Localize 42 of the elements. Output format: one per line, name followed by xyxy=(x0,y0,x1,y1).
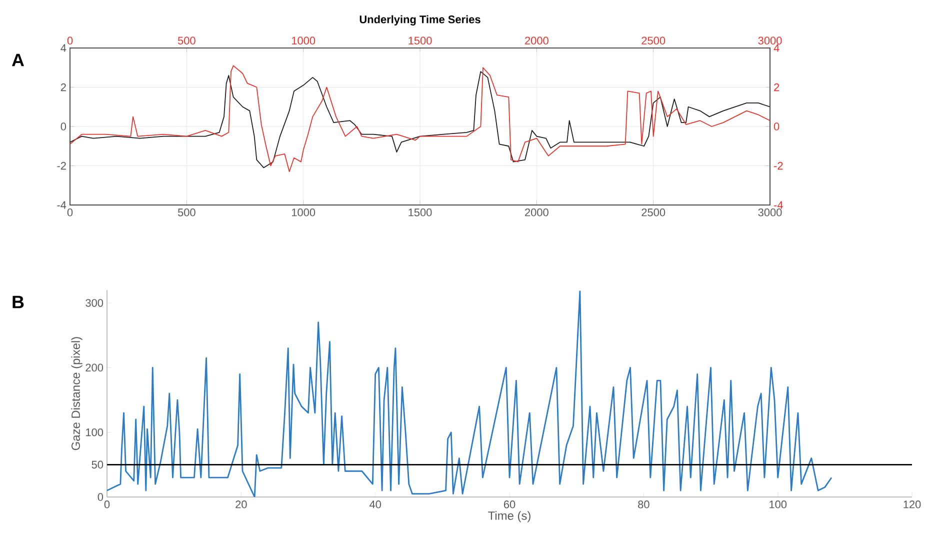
x-tick-label: 80 xyxy=(638,500,650,508)
x-tick-label: 500 xyxy=(178,36,196,44)
x-tick-label: 60 xyxy=(504,500,516,508)
text: A xyxy=(12,54,24,66)
y2-tick-label: -2 xyxy=(774,162,783,170)
x-tick-label: 20 xyxy=(236,500,247,508)
x-tick-label: 0 xyxy=(104,500,110,508)
y-tick-label: 200 xyxy=(86,364,104,372)
x-tick-label: 0 xyxy=(67,36,73,44)
y-tick-label: -2 xyxy=(57,162,66,170)
line-series xyxy=(107,290,832,497)
y2-tick-label: 2 xyxy=(774,83,780,92)
y2-tick-label: -4 xyxy=(774,201,783,209)
y-axis-title: Gaze Distance (pixel) xyxy=(71,337,82,450)
y-tick-label: 4 xyxy=(60,44,66,52)
x2-tick-label: 1500 xyxy=(408,208,432,216)
chart-title: Underlying Time Series xyxy=(360,15,480,26)
x-tick-label: 120 xyxy=(904,500,921,508)
x2-tick-label: 0 xyxy=(67,208,73,216)
x2-tick-label: 3000 xyxy=(758,208,782,216)
y2-tick-label: 0 xyxy=(774,122,780,130)
y2-tick-label: 4 xyxy=(774,44,780,52)
x-tick-label: 3000 xyxy=(758,36,782,44)
x-tick-label: 2500 xyxy=(642,36,666,44)
x2-tick-label: 2500 xyxy=(642,208,666,216)
x2-tick-label: 1000 xyxy=(292,208,316,216)
y-tick-label: 0 xyxy=(60,122,66,130)
x-tick-label: 2000 xyxy=(525,36,548,44)
y-tick-label: -4 xyxy=(57,201,66,209)
x2-tick-label: 2000 xyxy=(525,208,548,216)
y-tick-label: 50 xyxy=(92,460,104,469)
text: B xyxy=(12,296,24,308)
x-axis-title: Time (s) xyxy=(488,511,530,522)
y-tick-label: 100 xyxy=(86,428,104,436)
x-tick-label: 40 xyxy=(369,500,381,508)
x-tick-label: 1000 xyxy=(292,36,316,44)
y-tick-label: 2 xyxy=(60,83,66,92)
y-tick-label: 0 xyxy=(98,493,104,501)
x-tick-label: 100 xyxy=(770,500,787,508)
y-tick-label: 300 xyxy=(86,299,104,307)
x2-tick-label: 500 xyxy=(178,208,196,216)
x-tick-label: 1500 xyxy=(408,36,432,44)
